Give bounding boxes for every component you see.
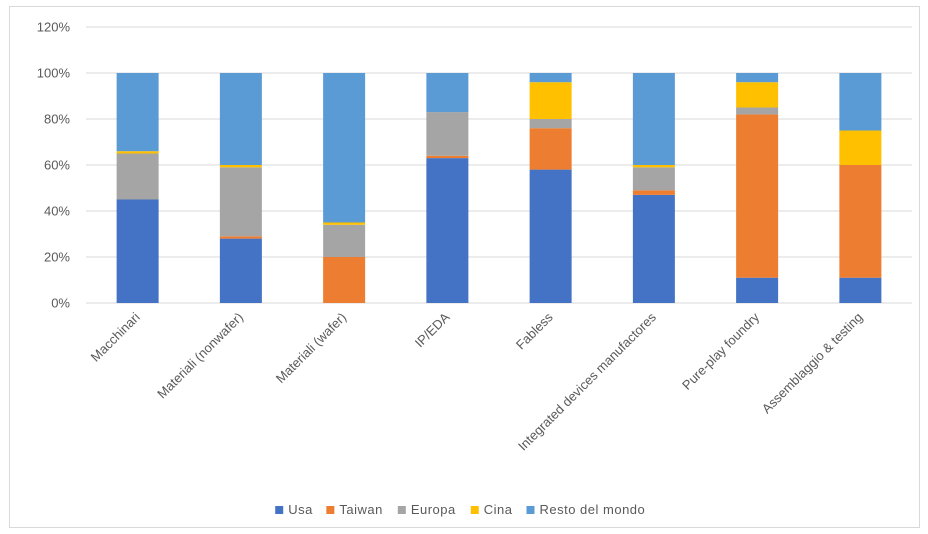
bar-usa-assemblaggio-testing <box>839 277 882 303</box>
legend-label: Resto del mondo <box>539 502 645 517</box>
bar-cina-materiali-wafer <box>323 222 366 225</box>
bar-usa-ip-eda <box>426 158 469 303</box>
bar-europa-pure-play-foundry <box>736 107 779 115</box>
bar-europa-fabless <box>529 119 572 129</box>
bar-usa-fabless <box>529 169 572 303</box>
legend-label: Cina <box>484 502 513 517</box>
x-tick-label-materiali-wafer: Materiali (wafer) <box>273 310 350 387</box>
bar-europa-ip-eda <box>426 112 469 156</box>
bar-taiwan-materiali-nonwafer <box>219 236 262 239</box>
y-tick-label: 0% <box>51 296 70 311</box>
bar-usa-macchinari <box>116 199 159 303</box>
bar-taiwan-ip-eda <box>426 155 469 159</box>
gridlines <box>86 26 912 304</box>
bar-europa-materiali-nonwafer <box>219 167 262 237</box>
y-tick-label: 100% <box>37 66 71 81</box>
legend-label: Usa <box>288 502 313 517</box>
x-tick-label-pure-play-foundry: Pure-play foundry <box>679 309 763 393</box>
y-tick-label: 120% <box>37 20 71 35</box>
bar-usa-pure-play-foundry <box>736 277 779 303</box>
bar-usa-materiali-nonwafer <box>219 238 262 303</box>
bar-resto-del-mondo-fabless <box>529 73 572 83</box>
legend-item-usa: Usa <box>275 502 313 517</box>
legend-swatch <box>326 506 335 514</box>
y-tick-label: 60% <box>44 158 70 173</box>
bar-resto-del-mondo-assemblaggio-testing <box>839 73 882 131</box>
bar-resto-del-mondo-pure-play-foundry <box>736 73 779 83</box>
bar-taiwan-pure-play-foundry <box>736 114 779 278</box>
bar-cina-fabless <box>529 82 572 119</box>
y-axis-tick-labels: 0% 20% 40% 60% 80% 100% 120% <box>37 20 71 311</box>
bar-taiwan-fabless <box>529 128 572 170</box>
bar-taiwan-materiali-wafer <box>323 257 366 303</box>
x-tick-label-materiali-nonwafer: Materiali (nonwafer) <box>154 310 246 402</box>
x-tick-label-ip-eda: IP/EDA <box>412 309 453 350</box>
bar-taiwan-assemblaggio-testing <box>839 165 882 278</box>
legend-item-taiwan: Taiwan <box>326 502 382 517</box>
bar-europa-materiali-wafer <box>323 224 366 257</box>
legend-label: Taiwan <box>339 502 382 517</box>
legend: Usa Taiwan Europa Cina Resto del mondo <box>275 502 645 517</box>
legend-swatch <box>275 506 284 514</box>
legend-label: Europa <box>411 502 456 517</box>
x-axis-tick-labels: Macchinari Materiali (nonwafer) Materiali … <box>88 309 866 453</box>
bar-cina-macchinari <box>116 151 159 154</box>
bar-resto-del-mondo-integrated-devices-manufactores <box>632 73 675 165</box>
bar-resto-del-mondo-materiali-wafer <box>323 73 366 223</box>
x-tick-label-assemblaggio-testing: Assemblaggio & testing <box>759 310 866 417</box>
bar-cina-integrated-devices-manufactores <box>632 165 675 168</box>
legend-swatch <box>397 506 406 514</box>
bar-taiwan-integrated-devices-manufactores <box>632 190 675 195</box>
legend-swatch <box>526 506 535 514</box>
bar-cina-assemblaggio-testing <box>839 130 882 165</box>
legend-swatch <box>470 506 479 514</box>
bars <box>116 73 882 303</box>
x-tick-label-macchinari: Macchinari <box>88 309 143 364</box>
bar-resto-del-mondo-macchinari <box>116 73 159 152</box>
bar-resto-del-mondo-materiali-nonwafer <box>219 73 262 165</box>
legend-item-cina: Cina <box>470 502 513 517</box>
y-tick-label: 80% <box>44 112 70 127</box>
y-tick-label: 40% <box>44 204 70 219</box>
bar-resto-del-mondo-ip-eda <box>426 73 469 113</box>
bar-cina-pure-play-foundry <box>736 82 779 108</box>
bar-usa-integrated-devices-manufactores <box>632 194 675 303</box>
bar-cina-materiali-nonwafer <box>219 165 262 168</box>
legend-item-europa: Europa <box>397 502 456 517</box>
legend-item-resto-del-mondo: Resto del mondo <box>526 502 645 517</box>
x-tick-label-fabless: Fabless <box>513 309 556 352</box>
bar-europa-integrated-devices-manufactores <box>632 167 675 191</box>
y-tick-label: 20% <box>44 250 70 265</box>
bar-europa-macchinari <box>116 153 159 200</box>
